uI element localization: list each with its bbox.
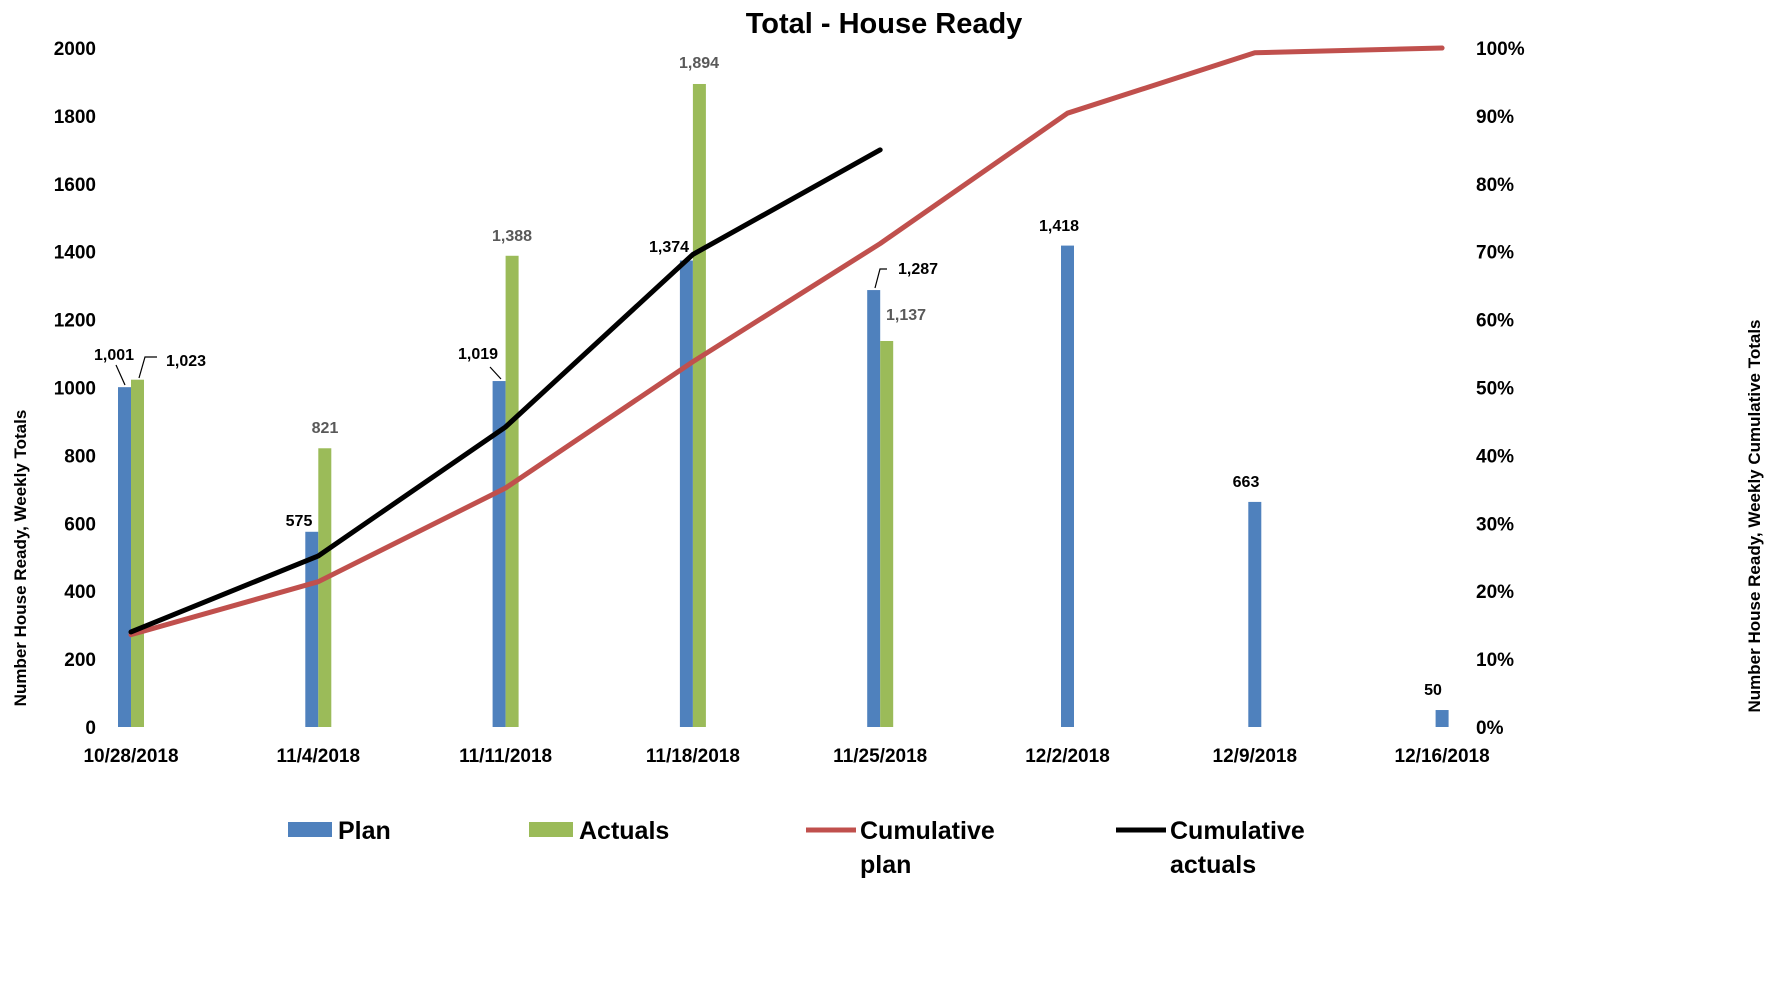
- leader-line: [138, 356, 157, 379]
- plan-data-label: 1,019: [458, 346, 498, 363]
- y-tick-label: 0: [85, 718, 96, 739]
- plan-bar: [492, 381, 506, 727]
- x-tick-label: 11/18/2018: [646, 746, 740, 767]
- plan-data-label: 1,374: [649, 239, 689, 256]
- y2-tick-label: 50%: [1476, 379, 1514, 400]
- plan-bar: [1435, 710, 1449, 727]
- leader-line: [489, 366, 502, 380]
- x-tick-label: 11/25/2018: [833, 746, 927, 767]
- actuals-data-label: 1,894: [679, 55, 719, 72]
- actuals-data-label: 1,388: [492, 228, 532, 245]
- actuals-data-label: 821: [312, 420, 339, 437]
- y2-tick-label: 100%: [1476, 39, 1525, 60]
- plan-data-label: 1,001: [94, 347, 134, 364]
- actuals-data-label: 1,137: [886, 307, 926, 324]
- y2-tick-label: 90%: [1476, 107, 1514, 128]
- actuals-bar: [692, 83, 706, 727]
- leader-line: [115, 364, 126, 386]
- y-tick-label: 1400: [54, 243, 96, 264]
- y2-tick-label: 80%: [1476, 175, 1514, 196]
- plan-data-label: 575: [286, 513, 313, 530]
- actuals-data-label: 1,023: [166, 353, 206, 370]
- leader-line: [874, 268, 887, 289]
- y2-axis-label: Number House Ready, Weekly Cumulative To…: [1745, 319, 1764, 712]
- y-tick-label: 1000: [54, 379, 96, 400]
- actuals-bar: [880, 340, 894, 727]
- plan-bar: [679, 260, 693, 727]
- y2-tick-label: 10%: [1476, 650, 1514, 671]
- x-tick-label: 12/2/2018: [1025, 746, 1110, 767]
- legend-label: Actuals: [579, 817, 669, 845]
- y2-tick-label: 60%: [1476, 311, 1514, 332]
- y2-tick-label: 40%: [1476, 446, 1514, 467]
- cumulative-actuals-line: [128, 147, 883, 635]
- cumulative-plan-line: [128, 45, 1445, 638]
- bar-data-labels: 1,001 575 1,019 1,374 1,287 1,418 663 50 1,023 82…: [94, 55, 1442, 699]
- y-tick-label: 200: [64, 650, 96, 671]
- actuals-bar: [318, 448, 332, 727]
- plan-data-label: 1,418: [1039, 218, 1079, 235]
- plan-bar: [1061, 245, 1074, 728]
- x-tick-label: 10/28/2018: [83, 746, 178, 767]
- actuals-bar: [131, 379, 144, 727]
- x-tick-label: 12/16/2018: [1395, 746, 1490, 767]
- legend-swatch-actuals: [529, 822, 573, 837]
- legend-label: Cumulative actuals: [1170, 817, 1305, 879]
- plan-data-label: 1,287: [898, 261, 938, 278]
- y-tick-label: 1800: [54, 107, 96, 128]
- legend: Plan Actuals Cumulative plan Cumulative actua…: [288, 817, 1305, 879]
- y-axis-ticks: 0 200 400 600 800 1000 1200 1400 1600 1800 2000: [54, 39, 96, 739]
- y-tick-label: 1200: [54, 311, 96, 332]
- y-axis-label: Number House Ready, Weekly Totals: [11, 410, 30, 707]
- label-leader-lines: [115, 268, 887, 386]
- x-tick-label: 11/11/2018: [459, 746, 552, 767]
- x-axis-ticks: 10/28/2018 11/4/2018 11/11/2018 11/18/2018 1…: [83, 746, 1489, 767]
- legend-label: Plan: [338, 817, 391, 845]
- plan-data-label: 50: [1424, 682, 1442, 699]
- y-tick-label: 400: [64, 582, 96, 603]
- actuals-bar: [505, 255, 519, 728]
- x-tick-label: 11/4/2018: [277, 746, 360, 767]
- cumulative-lines: [128, 45, 1445, 638]
- plan-bar: [1248, 501, 1262, 727]
- y2-tick-label: 70%: [1476, 243, 1514, 264]
- plan-bar: [118, 387, 131, 727]
- legend-swatch-plan: [288, 822, 332, 837]
- plan-data-label: 663: [1233, 474, 1260, 491]
- y-tick-label: 2000: [54, 39, 96, 60]
- bars: [118, 83, 1449, 728]
- plan-bar: [867, 290, 881, 727]
- legend-label: Cumulative plan: [860, 817, 995, 879]
- x-tick-label: 12/9/2018: [1213, 746, 1298, 767]
- y2-axis-ticks: 0% 10% 20% 30% 40% 50% 60% 70% 80% 90% 100%: [1476, 39, 1525, 739]
- y-tick-label: 600: [64, 514, 96, 535]
- y-tick-label: 800: [64, 446, 96, 467]
- y2-tick-label: 20%: [1476, 582, 1514, 603]
- y2-tick-label: 0%: [1476, 718, 1504, 739]
- y-tick-label: 1600: [54, 175, 96, 196]
- chart-title: Total - House Ready: [746, 8, 1023, 40]
- y2-tick-label: 30%: [1476, 514, 1514, 535]
